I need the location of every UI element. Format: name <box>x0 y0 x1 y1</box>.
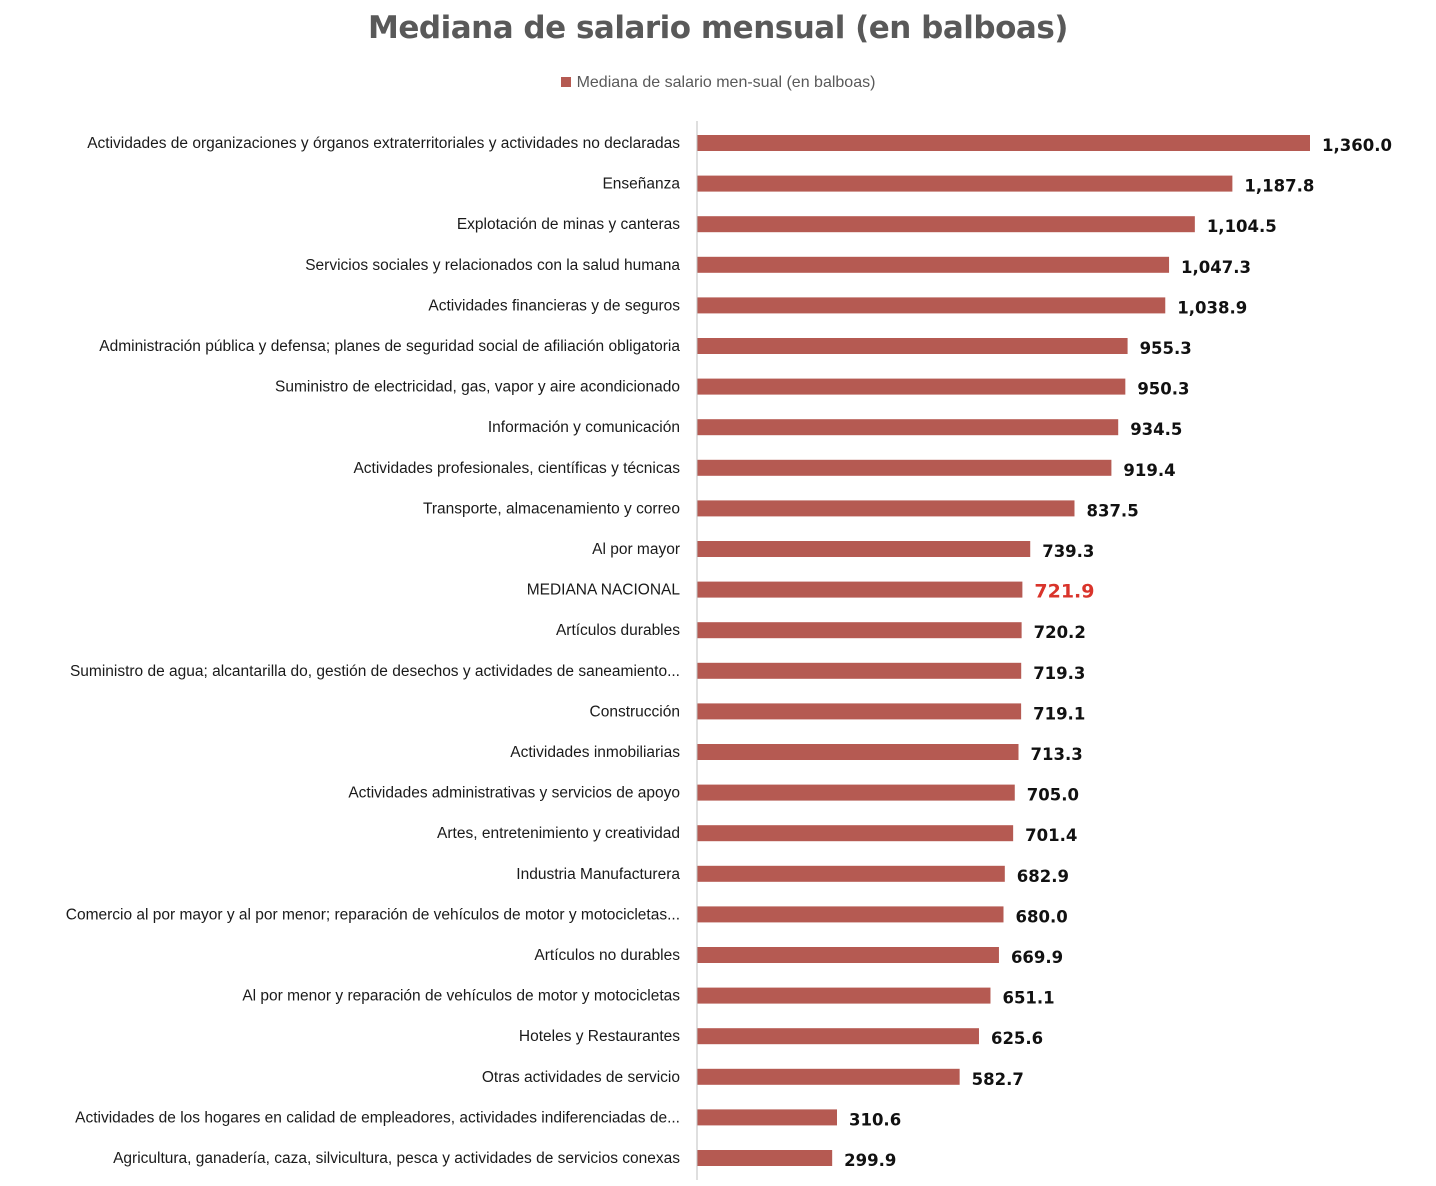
bar <box>697 865 1005 882</box>
data-label: 1,360.0 <box>1322 136 1392 155</box>
data-label: 721.9 <box>1034 581 1094 603</box>
category-label: Al por mayor <box>592 541 680 558</box>
category-label: Actividades de organizaciones y órganos … <box>87 135 680 152</box>
category-label: Actividades financieras y de seguros <box>428 297 680 314</box>
bars-group <box>697 135 1310 1166</box>
category-label: Suministro de agua; alcantarilla do, ges… <box>70 663 680 680</box>
category-label: Artículos no durables <box>534 947 680 964</box>
category-label: Hoteles y Restaurantes <box>519 1028 680 1045</box>
bar <box>697 744 1019 760</box>
data-label: 680.0 <box>1016 907 1068 926</box>
data-label: 701.4 <box>1025 826 1077 845</box>
data-label: 651.1 <box>1002 989 1054 1008</box>
category-label: Actividades de los hogares en calidad de… <box>75 1109 680 1126</box>
category-label: Al por menor y reparación de vehículos d… <box>242 988 680 1005</box>
bar <box>697 500 1075 517</box>
data-label: 1,187.8 <box>1244 177 1314 196</box>
bar <box>697 338 1128 354</box>
data-label: 299.9 <box>844 1151 896 1170</box>
bar <box>697 622 1022 639</box>
data-label: 582.7 <box>972 1070 1024 1089</box>
category-label: Agricultura, ganadería, caza, silvicultu… <box>113 1150 680 1167</box>
category-label: Transporte, almacenamiento y correo <box>423 500 680 517</box>
category-label: Artes, entretenimiento y creatividad <box>437 825 680 842</box>
bar <box>697 175 1233 192</box>
bar <box>697 256 1170 273</box>
bar <box>697 987 991 1004</box>
data-label: 919.4 <box>1123 461 1175 480</box>
data-label: 625.6 <box>991 1029 1043 1048</box>
bar <box>697 135 1310 151</box>
bar <box>697 459 1112 476</box>
chart-title: Mediana de salario mensual (en balboas) <box>368 10 1068 46</box>
legend-swatch <box>560 77 571 87</box>
category-label: Información y comunicación <box>488 419 680 436</box>
data-label: 934.5 <box>1130 420 1182 439</box>
category-label: Suministro de electricidad, gas, vapor y… <box>275 379 680 396</box>
data-label: 837.5 <box>1086 501 1138 520</box>
bar <box>697 906 1004 923</box>
bar <box>697 297 1166 314</box>
bar <box>697 1109 837 1126</box>
category-label: Explotación de minas y canteras <box>457 216 680 233</box>
data-label: 682.9 <box>1017 867 1069 886</box>
bar <box>697 825 1014 842</box>
category-label: Administración pública y defensa; planes… <box>99 338 680 355</box>
bar <box>697 1028 979 1045</box>
category-label: Industria Manufacturera <box>516 866 680 883</box>
bar <box>697 541 1031 557</box>
data-label: 720.2 <box>1034 623 1086 642</box>
data-label: 1,038.9 <box>1177 298 1247 317</box>
category-label: Otras actividades de servicio <box>482 1069 680 1086</box>
value-labels-group: 1,360.0 1,187.8 1,104.5 1,047.3 1,038.9 955.3… <box>844 136 1392 1170</box>
data-label: 310.6 <box>849 1110 901 1129</box>
bar <box>697 703 1022 720</box>
bar <box>697 419 1119 436</box>
bar <box>697 216 1195 233</box>
category-label: Enseñanza <box>602 176 680 193</box>
data-label: 1,104.5 <box>1207 217 1277 236</box>
legend-label: Mediana de salario men-sual (en balboas) <box>576 74 876 91</box>
bar <box>697 1068 960 1085</box>
category-label: Actividades profesionales, científicas y… <box>353 460 680 477</box>
data-label: 955.3 <box>1140 339 1192 358</box>
data-label: 1,047.3 <box>1181 258 1251 277</box>
data-label: 739.3 <box>1042 542 1094 561</box>
data-label: 669.9 <box>1011 948 1063 967</box>
bar <box>697 581 1023 598</box>
data-label: 719.3 <box>1033 664 1085 683</box>
bar <box>697 947 999 963</box>
category-label: Actividades inmobiliarias <box>510 744 680 761</box>
bar <box>697 784 1015 801</box>
data-label: 705.0 <box>1027 786 1079 805</box>
category-label: Construcción <box>590 703 680 720</box>
data-label: 950.3 <box>1137 380 1189 399</box>
data-label: 713.3 <box>1031 745 1083 764</box>
category-labels-group: Actividades de organizaciones y órganos … <box>66 135 681 1167</box>
bar <box>697 1150 833 1166</box>
data-label: 719.1 <box>1033 704 1085 723</box>
bar <box>697 662 1022 679</box>
category-label: Servicios sociales y relacionados con la… <box>305 257 680 274</box>
bar <box>697 378 1126 395</box>
category-label: Artículos durables <box>556 622 680 639</box>
legend: Mediana de salario men-sual (en balboas) <box>0 74 1436 92</box>
category-label: Actividades administrativas y servicios … <box>348 785 680 802</box>
category-label: Comercio al por mayor y al por menor; re… <box>66 906 680 923</box>
category-label: MEDIANA NACIONAL <box>527 582 681 599</box>
